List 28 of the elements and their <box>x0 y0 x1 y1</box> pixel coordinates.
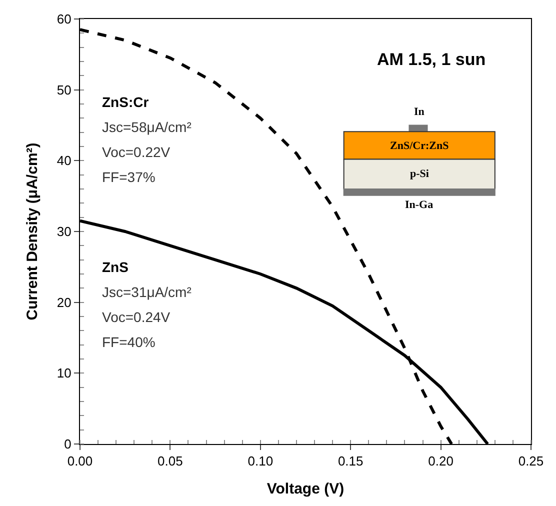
x-tick-label: 0.00 <box>67 454 93 469</box>
annotation: In <box>414 106 424 118</box>
x-tick-label: 0.10 <box>248 454 274 469</box>
x-tick-label: 0.15 <box>338 454 364 469</box>
annotation: Voc=0.24V <box>102 309 171 325</box>
annotation: ZnS:Cr <box>102 94 150 110</box>
annotation: ZnS <box>102 259 128 275</box>
y-tick-label: 0 <box>64 436 72 452</box>
x-tick-label: 0.20 <box>428 454 454 469</box>
y-tick-label: 30 <box>56 224 72 240</box>
annotation: p-Si <box>410 168 429 180</box>
annotation: AM 1.5, 1 sun <box>377 50 486 69</box>
annotation: FF=40% <box>102 334 156 350</box>
y-tick-label: 40 <box>56 153 72 168</box>
y-tick-label: 20 <box>56 294 72 310</box>
x-tick-label: 0.05 <box>158 454 183 469</box>
annotation: In-Ga <box>405 199 434 211</box>
y-tick-label: 10 <box>56 366 72 381</box>
x-axis-title: Voltage (V) <box>266 480 344 498</box>
annotation: ZnS/Cr:ZnS <box>390 140 449 152</box>
y-axis-title: Current Density (μA/cm²) <box>24 142 42 320</box>
y-tick-label: 50 <box>56 82 72 98</box>
annotation: FF=37% <box>102 169 156 185</box>
annotation: Jsc=58μA/cm² <box>102 119 192 135</box>
annotation: Jsc=31μA/cm² <box>102 284 192 300</box>
x-tick-label: 0.25 <box>518 454 544 469</box>
y-tick-label: 60 <box>56 12 72 27</box>
annotation: Voc=0.22V <box>102 144 171 160</box>
